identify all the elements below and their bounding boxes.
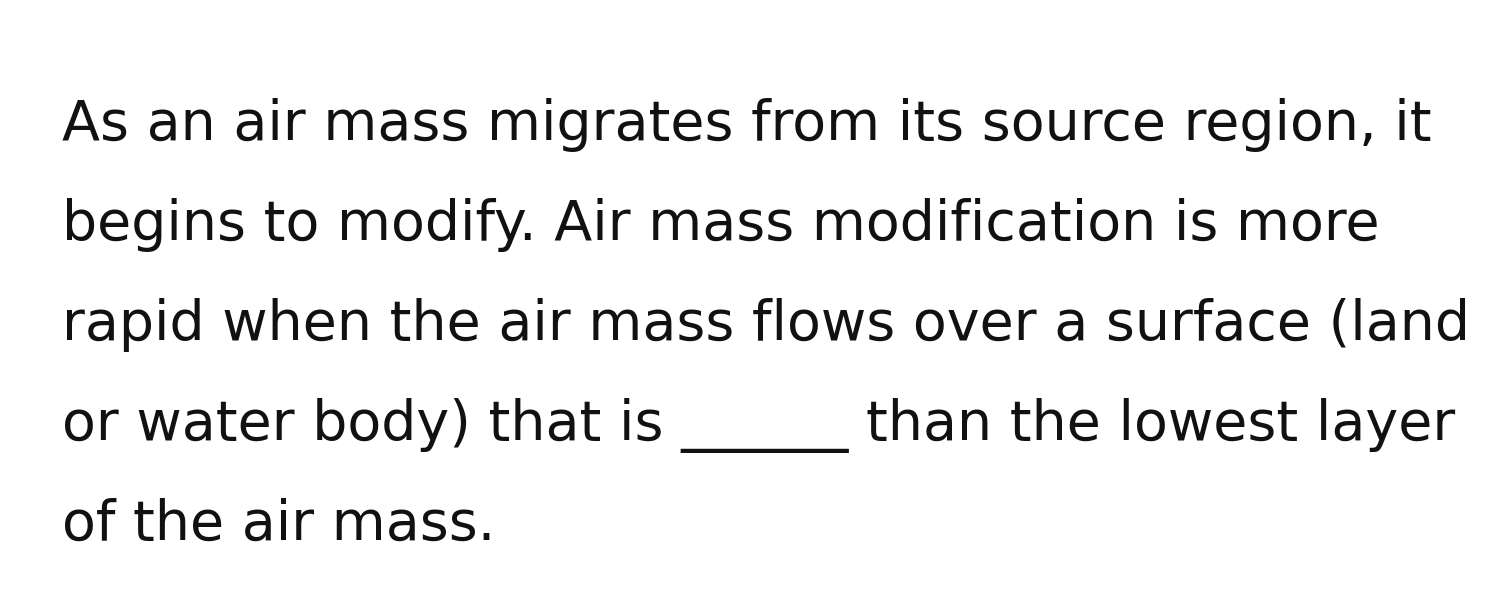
Text: begins to modify. Air mass modification is more: begins to modify. Air mass modification …: [62, 198, 1380, 252]
Text: As an air mass migrates from its source region, it: As an air mass migrates from its source …: [62, 98, 1431, 152]
Text: rapid when the air mass flows over a surface (land: rapid when the air mass flows over a sur…: [62, 298, 1470, 352]
Text: of the air mass.: of the air mass.: [62, 498, 495, 552]
Text: or water body) that is ______ than the lowest layer: or water body) that is ______ than the l…: [62, 398, 1455, 453]
